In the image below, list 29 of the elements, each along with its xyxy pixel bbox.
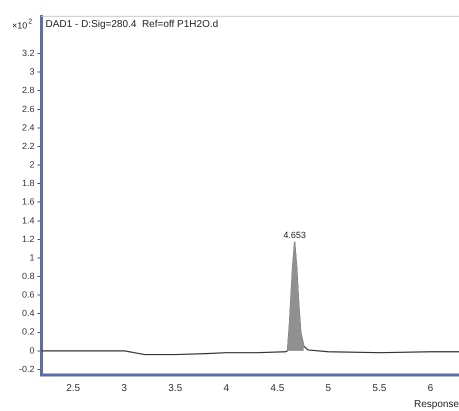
- y-tick-label: 1.8: [22, 178, 35, 188]
- x-tick-label: 6: [428, 382, 434, 394]
- y-tick-label: 1.6: [22, 196, 35, 207]
- chart-title: DAD1 - D:Sig=280.4 Ref=off P1H2O.d: [46, 19, 218, 30]
- y-tick-label: 0.2: [22, 326, 35, 337]
- y-tick-label: 0.8: [22, 271, 35, 282]
- y-tick-label: 2.8: [22, 85, 35, 96]
- x-tick-label: 2.5: [66, 382, 81, 394]
- x-tick-label: 4.5: [270, 382, 285, 394]
- y-tick-label: 2.6: [22, 104, 35, 114]
- y-tick-label: 0.6: [22, 290, 35, 300]
- y-tick-label: 2: [29, 160, 35, 170]
- x-tick-label: 3: [121, 382, 128, 394]
- x-tick-label: 3.5: [168, 382, 183, 394]
- y-tick-label: 3.2: [22, 48, 35, 58]
- y-tick-label: 1.4: [22, 215, 35, 226]
- y-tick-label: 1: [29, 252, 35, 262]
- x-tick-label: 4: [223, 382, 230, 394]
- y-tick-label: 2.4: [22, 122, 35, 132]
- y-tick-label: 0.4: [22, 308, 35, 318]
- x-axis-title: Response: [414, 398, 459, 410]
- x-tick-label: 5: [326, 382, 332, 394]
- y-tick-label: 2.2: [22, 140, 35, 151]
- y-tick-label: 3: [29, 66, 35, 77]
- y-tick-label: -0.2: [18, 364, 35, 374]
- y-tick-label: 1.2: [22, 234, 35, 244]
- y-tick-label: 0: [29, 345, 35, 356]
- annotation: 4.653: [283, 230, 306, 240]
- x-tick-label: 5.5: [372, 382, 387, 394]
